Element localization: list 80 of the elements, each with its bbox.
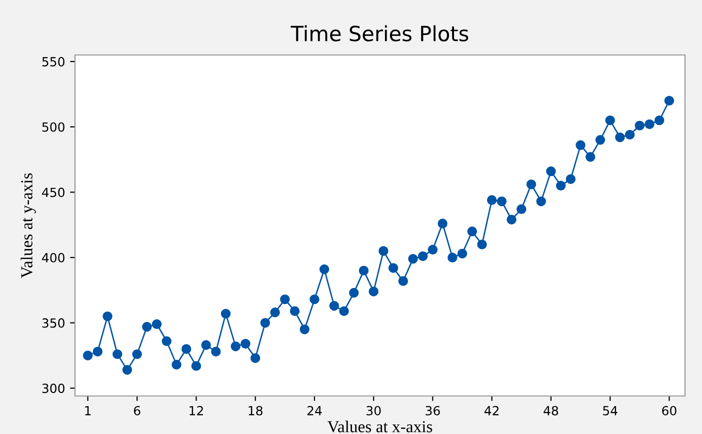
point bbox=[310, 294, 320, 304]
point bbox=[112, 349, 122, 360]
point bbox=[526, 179, 536, 190]
point bbox=[546, 166, 556, 176]
x-axis-title: Values at x-axis bbox=[327, 420, 432, 432]
point bbox=[496, 196, 507, 206]
point bbox=[536, 196, 546, 206]
point bbox=[339, 306, 349, 316]
point bbox=[92, 346, 103, 356]
x-tick-label: 1 bbox=[85, 406, 91, 416]
y-tick-label: 550 bbox=[42, 57, 64, 66]
point bbox=[615, 132, 625, 142]
point bbox=[438, 218, 448, 228]
point bbox=[595, 135, 606, 145]
point bbox=[280, 294, 290, 304]
point bbox=[152, 319, 162, 330]
y-tick-label: 500 bbox=[42, 122, 64, 132]
point bbox=[162, 336, 172, 346]
point bbox=[605, 115, 615, 126]
point bbox=[172, 360, 182, 370]
point bbox=[467, 226, 477, 236]
point bbox=[408, 254, 418, 264]
point bbox=[388, 263, 398, 273]
point bbox=[486, 195, 497, 205]
x-tick-label: 42 bbox=[484, 406, 499, 416]
x-tick-label: 6 bbox=[134, 406, 140, 416]
y-tick-label: 350 bbox=[42, 318, 64, 328]
point bbox=[102, 311, 112, 322]
x-tick-label: 12 bbox=[190, 406, 203, 416]
x-tick-label: 54 bbox=[603, 406, 618, 416]
point bbox=[211, 346, 221, 356]
point bbox=[516, 204, 526, 214]
point bbox=[506, 214, 516, 224]
point bbox=[220, 308, 231, 319]
point bbox=[349, 288, 359, 298]
x-tick-label: 48 bbox=[544, 406, 558, 416]
point bbox=[566, 174, 576, 184]
point bbox=[654, 115, 664, 126]
point bbox=[191, 361, 202, 371]
chart-title: Time Series Plots bbox=[290, 25, 468, 42]
point bbox=[181, 344, 192, 354]
point bbox=[122, 365, 132, 375]
point bbox=[250, 353, 260, 363]
point bbox=[270, 308, 280, 318]
x-tick-label: 30 bbox=[366, 406, 381, 416]
point bbox=[624, 130, 635, 140]
point bbox=[457, 248, 468, 258]
x-tick-label: 24 bbox=[307, 406, 322, 416]
point bbox=[556, 180, 566, 191]
point bbox=[448, 252, 458, 262]
point bbox=[398, 276, 408, 286]
x-tick-label: 60 bbox=[662, 406, 676, 416]
y-tick-label: 400 bbox=[42, 252, 64, 262]
x-tick-label: 18 bbox=[248, 406, 262, 416]
point bbox=[644, 119, 654, 130]
y-axis-title: Values at y-axis bbox=[20, 173, 36, 278]
point bbox=[634, 120, 645, 130]
point bbox=[240, 338, 250, 349]
point bbox=[201, 340, 211, 350]
point bbox=[576, 140, 586, 150]
point bbox=[378, 246, 388, 256]
point bbox=[290, 306, 300, 316]
y-tick-label: 300 bbox=[42, 384, 64, 394]
point bbox=[428, 244, 438, 255]
point bbox=[260, 318, 270, 328]
x-tick-label: 36 bbox=[426, 406, 440, 416]
point bbox=[664, 96, 674, 106]
point bbox=[230, 341, 240, 352]
point bbox=[319, 264, 330, 274]
point bbox=[132, 349, 142, 360]
point bbox=[142, 322, 152, 332]
point bbox=[477, 240, 487, 250]
point bbox=[418, 251, 428, 262]
point bbox=[586, 152, 596, 162]
point bbox=[368, 286, 378, 296]
point bbox=[358, 266, 369, 276]
point bbox=[300, 324, 310, 334]
point bbox=[82, 350, 93, 360]
y-tick-label: 450 bbox=[42, 188, 64, 198]
point bbox=[329, 300, 340, 311]
